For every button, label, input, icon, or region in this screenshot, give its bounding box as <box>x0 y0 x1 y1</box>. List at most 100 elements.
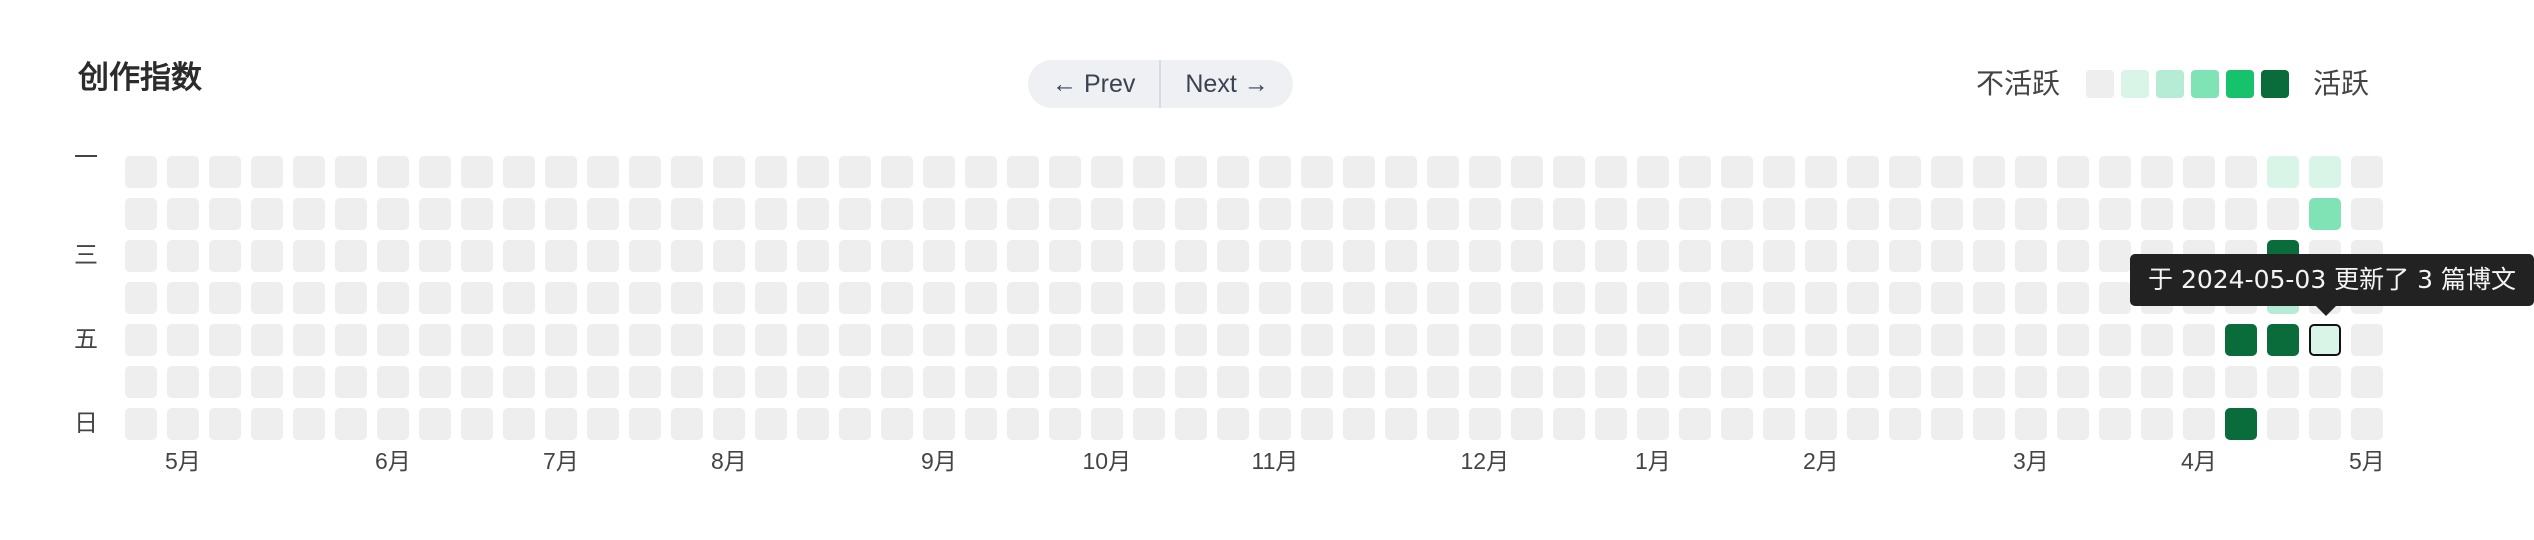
day-cell[interactable] <box>377 156 409 188</box>
day-cell[interactable] <box>2183 198 2215 230</box>
day-cell[interactable] <box>377 198 409 230</box>
day-cell[interactable] <box>1301 408 1333 440</box>
day-cell[interactable] <box>419 198 451 230</box>
day-cell[interactable] <box>503 240 535 272</box>
day-cell[interactable] <box>1385 408 1417 440</box>
day-cell[interactable] <box>839 156 871 188</box>
day-cell[interactable] <box>1385 240 1417 272</box>
day-cell[interactable] <box>1889 240 1921 272</box>
day-cell[interactable] <box>251 408 283 440</box>
day-cell[interactable] <box>1175 240 1207 272</box>
day-cell[interactable] <box>2267 324 2299 356</box>
day-cell[interactable] <box>2141 324 2173 356</box>
day-cell[interactable] <box>1973 324 2005 356</box>
day-cell[interactable] <box>209 282 241 314</box>
day-cell[interactable] <box>1637 240 1669 272</box>
day-cell[interactable] <box>1301 366 1333 398</box>
day-cell[interactable] <box>1007 324 1039 356</box>
day-cell[interactable] <box>2057 408 2089 440</box>
day-cell[interactable] <box>1553 366 1585 398</box>
day-cell[interactable] <box>1973 366 2005 398</box>
day-cell[interactable] <box>2225 156 2257 188</box>
day-cell[interactable] <box>755 366 787 398</box>
day-cell[interactable] <box>251 366 283 398</box>
day-cell[interactable] <box>755 240 787 272</box>
day-cell[interactable] <box>629 408 661 440</box>
day-cell[interactable] <box>2309 198 2341 230</box>
day-cell[interactable] <box>419 240 451 272</box>
day-cell[interactable] <box>167 156 199 188</box>
day-cell[interactable] <box>2351 366 2383 398</box>
day-cell[interactable] <box>1385 366 1417 398</box>
day-cell[interactable] <box>1763 408 1795 440</box>
day-cell[interactable] <box>2309 324 2341 356</box>
day-cell[interactable] <box>881 408 913 440</box>
day-cell[interactable] <box>1721 324 1753 356</box>
day-cell[interactable] <box>713 282 745 314</box>
day-cell[interactable] <box>1217 324 1249 356</box>
day-cell[interactable] <box>1805 408 1837 440</box>
day-cell[interactable] <box>1637 324 1669 356</box>
day-cell[interactable] <box>965 324 997 356</box>
day-cell[interactable] <box>1091 324 1123 356</box>
day-cell[interactable] <box>1847 324 1879 356</box>
day-cell[interactable] <box>629 156 661 188</box>
day-cell[interactable] <box>377 324 409 356</box>
day-cell[interactable] <box>209 198 241 230</box>
day-cell[interactable] <box>1343 408 1375 440</box>
day-cell[interactable] <box>965 198 997 230</box>
day-cell[interactable] <box>2057 240 2089 272</box>
day-cell[interactable] <box>839 408 871 440</box>
day-cell[interactable] <box>251 240 283 272</box>
day-cell[interactable] <box>1973 282 2005 314</box>
day-cell[interactable] <box>503 366 535 398</box>
day-cell[interactable] <box>2057 156 2089 188</box>
day-cell[interactable] <box>167 198 199 230</box>
day-cell[interactable] <box>419 324 451 356</box>
day-cell[interactable] <box>545 408 577 440</box>
day-cell[interactable] <box>1763 324 1795 356</box>
day-cell[interactable] <box>713 408 745 440</box>
next-button[interactable]: Next → <box>1185 70 1269 98</box>
day-cell[interactable] <box>1217 240 1249 272</box>
day-cell[interactable] <box>1427 282 1459 314</box>
day-cell[interactable] <box>293 324 325 356</box>
day-cell[interactable] <box>2351 324 2383 356</box>
day-cell[interactable] <box>1049 324 1081 356</box>
day-cell[interactable] <box>1889 366 1921 398</box>
day-cell[interactable] <box>587 408 619 440</box>
day-cell[interactable] <box>629 240 661 272</box>
day-cell[interactable] <box>1091 408 1123 440</box>
day-cell[interactable] <box>881 198 913 230</box>
day-cell[interactable] <box>1637 408 1669 440</box>
day-cell[interactable] <box>1049 366 1081 398</box>
day-cell[interactable] <box>755 408 787 440</box>
day-cell[interactable] <box>1343 324 1375 356</box>
day-cell[interactable] <box>2141 408 2173 440</box>
day-cell[interactable] <box>1385 156 1417 188</box>
day-cell[interactable] <box>1973 156 2005 188</box>
day-cell[interactable] <box>335 324 367 356</box>
day-cell[interactable] <box>1889 282 1921 314</box>
day-cell[interactable] <box>545 156 577 188</box>
day-cell[interactable] <box>1763 282 1795 314</box>
day-cell[interactable] <box>1679 324 1711 356</box>
day-cell[interactable] <box>923 408 955 440</box>
day-cell[interactable] <box>1217 198 1249 230</box>
day-cell[interactable] <box>923 366 955 398</box>
day-cell[interactable] <box>755 282 787 314</box>
day-cell[interactable] <box>1511 240 1543 272</box>
day-cell[interactable] <box>1553 282 1585 314</box>
day-cell[interactable] <box>1469 408 1501 440</box>
day-cell[interactable] <box>2141 156 2173 188</box>
day-cell[interactable] <box>1847 240 1879 272</box>
day-cell[interactable] <box>293 240 325 272</box>
day-cell[interactable] <box>797 324 829 356</box>
day-cell[interactable] <box>1721 282 1753 314</box>
day-cell[interactable] <box>335 156 367 188</box>
day-cell[interactable] <box>1847 408 1879 440</box>
day-cell[interactable] <box>1763 240 1795 272</box>
day-cell[interactable] <box>797 282 829 314</box>
day-cell[interactable] <box>335 198 367 230</box>
day-cell[interactable] <box>2141 366 2173 398</box>
